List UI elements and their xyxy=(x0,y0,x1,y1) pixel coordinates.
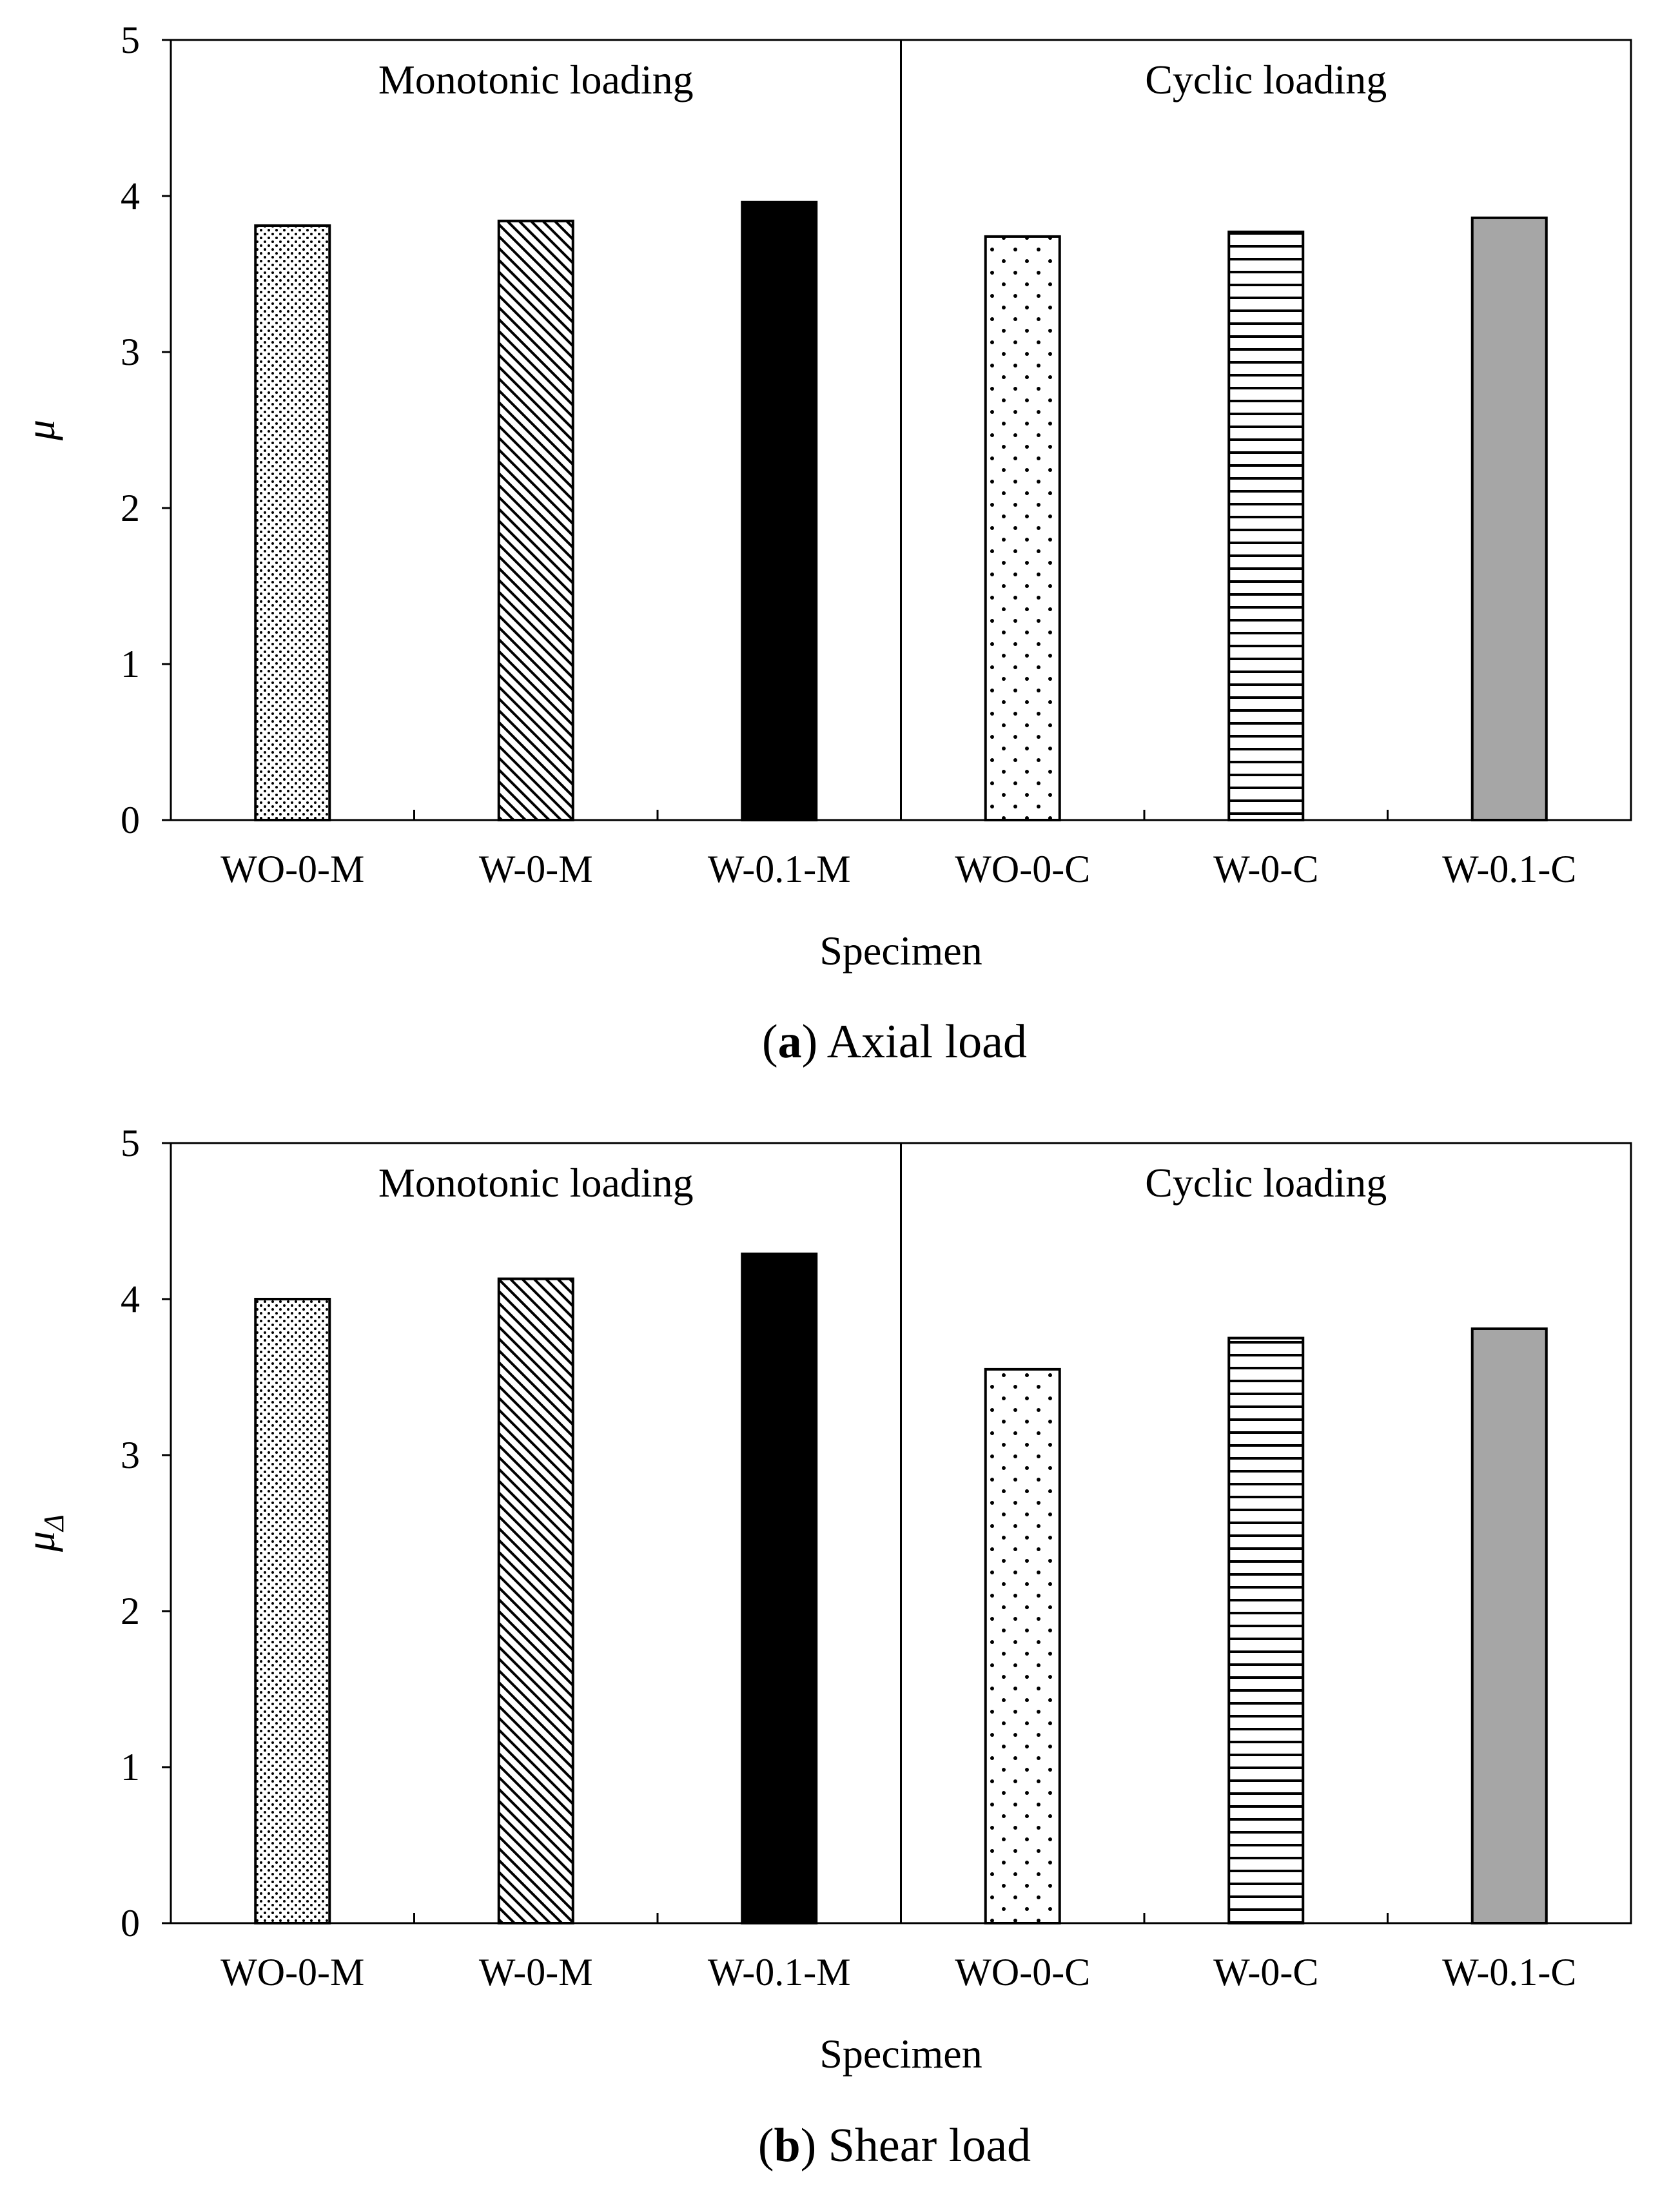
bar-W-0.1-C xyxy=(1470,216,1548,821)
y-tick-label: 3 xyxy=(121,1434,140,1476)
x-tick-label: W-0-C xyxy=(1213,848,1318,890)
x-tick-label: W-0-M xyxy=(479,848,593,890)
bar-WO-0-C xyxy=(984,235,1061,822)
x-tick-label: WO-0-M xyxy=(220,848,364,890)
y-tick-label: 1 xyxy=(121,643,140,685)
bar-WO-0-M xyxy=(254,1298,331,1924)
x-tick-label: WO-0-C xyxy=(955,1951,1090,1993)
x-tick-label: WO-0-M xyxy=(220,1951,364,1993)
y-tick-label: 5 xyxy=(121,19,140,61)
x-tick-label: WO-0-C xyxy=(955,848,1090,890)
y-axis-label: μΔ xyxy=(17,1514,70,1552)
bar-W-0.1-M xyxy=(741,1252,818,1924)
group-label: Monotonic loading xyxy=(378,57,694,103)
y-tick-label: 0 xyxy=(121,799,140,841)
bar-WO-0-C xyxy=(984,1367,1061,1924)
x-tick-label: W-0.1-M xyxy=(708,1951,851,1993)
bar-W-0-C xyxy=(1227,230,1305,822)
bar-W-0.1-M xyxy=(741,201,818,821)
x-axis-label: Specimen xyxy=(819,2031,982,2077)
x-axis-label: Specimen xyxy=(819,928,982,974)
x-tick-label: W-0-M xyxy=(479,1951,593,1993)
x-tick-label: W-0.1-M xyxy=(708,848,851,890)
group-label: Cyclic loading xyxy=(1145,57,1387,103)
x-tick-label: W-0-C xyxy=(1213,1951,1318,1993)
chart-panel-a: 0 1 2 3 4 5 WO-0-M W-0-M W-0.1-M WO-0-C W-0-C W-0.1… xyxy=(17,19,1632,1068)
bar-W-0-M xyxy=(497,1277,574,1925)
bar-W-0.1-C xyxy=(1470,1327,1548,1924)
y-tick-label: 2 xyxy=(121,487,140,529)
y-tick-label: 1 xyxy=(121,1746,140,1788)
group-label: Monotonic loading xyxy=(378,1160,694,1206)
x-tick-label: W-0.1-C xyxy=(1442,848,1576,890)
bar-W-0-M xyxy=(497,219,574,822)
y-tick-label: 4 xyxy=(121,175,140,217)
chart-panel-b: 0 1 2 3 4 5 WO-0-M W-0-M W-0.1-M WO-0-C W-0-C W-0.1… xyxy=(17,1122,1632,2172)
y-axis-label: μ xyxy=(17,420,63,441)
bar-WO-0-M xyxy=(254,224,331,822)
bar-W-0-C xyxy=(1227,1336,1305,1924)
caption: (a) Axial load xyxy=(762,1015,1027,1068)
caption: (b) Shear load xyxy=(758,2119,1031,2172)
y-tick-label: 4 xyxy=(121,1278,140,1320)
y-tick-label: 3 xyxy=(121,331,140,373)
y-tick-label: 0 xyxy=(121,1902,140,1944)
y-tick-label: 5 xyxy=(121,1122,140,1164)
x-tick-label: W-0.1-C xyxy=(1442,1951,1576,1993)
y-tick-label: 2 xyxy=(121,1590,140,1632)
group-label: Cyclic loading xyxy=(1145,1160,1387,1206)
